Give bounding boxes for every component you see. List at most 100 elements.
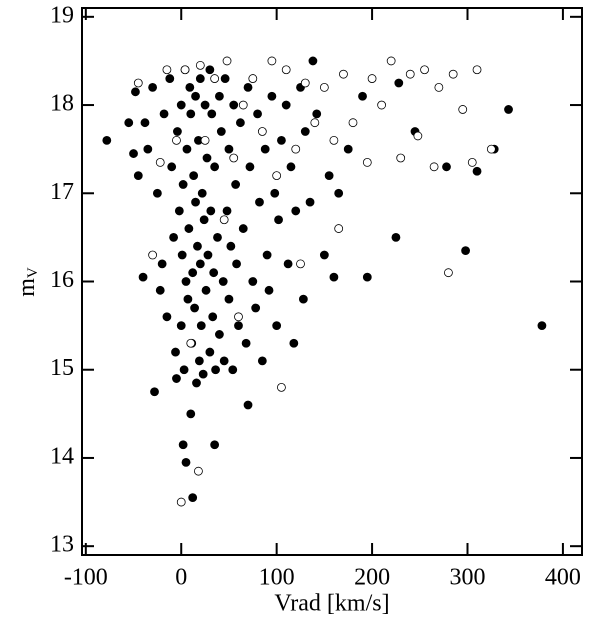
data-point <box>203 250 213 260</box>
data-point <box>277 135 286 145</box>
data-point <box>234 312 243 322</box>
data-point <box>243 83 253 92</box>
data-point <box>241 338 251 348</box>
data-point <box>180 65 190 75</box>
data-point <box>329 135 339 145</box>
data-point <box>272 321 282 331</box>
data-point <box>343 144 353 154</box>
data-point <box>281 100 291 110</box>
data-point <box>205 65 215 75</box>
data-point <box>283 259 293 269</box>
y-tick-label: 18 <box>50 91 74 117</box>
data-point <box>188 493 198 503</box>
data-point <box>467 157 477 167</box>
data-point <box>234 321 243 331</box>
data-point <box>391 232 401 242</box>
data-point <box>172 135 181 145</box>
data-point <box>231 180 241 189</box>
data-point <box>235 118 245 128</box>
data-point <box>434 83 444 92</box>
data-point <box>200 100 210 110</box>
data-point <box>186 409 196 419</box>
data-point <box>298 294 308 304</box>
data-point <box>486 144 496 154</box>
data-point <box>377 100 387 110</box>
data-point <box>448 69 458 79</box>
y-tick-label: 15 <box>50 355 74 381</box>
data-point <box>165 74 175 83</box>
data-point <box>229 100 239 110</box>
data-point <box>196 321 206 331</box>
data-point <box>195 60 205 70</box>
data-point <box>257 127 267 136</box>
data-point <box>102 135 112 145</box>
data-point <box>339 69 348 79</box>
data-point <box>319 83 329 92</box>
data-point <box>289 338 299 348</box>
data-point <box>148 250 158 260</box>
data-point <box>133 171 143 181</box>
data-point <box>310 118 320 128</box>
data-point <box>334 224 344 233</box>
data-point <box>216 127 226 136</box>
data-point <box>260 144 270 154</box>
data-point <box>206 206 216 216</box>
data-point <box>300 78 310 88</box>
data-point <box>386 56 396 66</box>
data-point <box>186 338 196 348</box>
data-point <box>176 497 186 507</box>
x-tick-label: 200 <box>354 565 390 591</box>
data-point <box>245 162 255 172</box>
data-point <box>429 162 439 172</box>
data-point <box>190 303 199 313</box>
y-tick-label: 17 <box>50 179 74 205</box>
data-point <box>195 259 205 269</box>
data-point <box>219 215 229 225</box>
data-point <box>308 56 318 66</box>
data-point <box>178 180 188 189</box>
data-point <box>143 144 153 154</box>
x-tick-label: 300 <box>449 565 485 591</box>
data-point <box>138 272 148 282</box>
data-point <box>150 387 159 397</box>
data-point <box>222 206 232 216</box>
data-point <box>176 321 186 331</box>
data-point <box>300 127 310 136</box>
data-point <box>202 153 212 163</box>
data-point <box>248 277 258 286</box>
y-tick-label: 16 <box>50 267 74 293</box>
data-point <box>277 382 286 392</box>
x-tick-label: 0 <box>175 565 187 591</box>
data-point <box>177 250 187 260</box>
data-point <box>185 83 195 92</box>
data-point <box>181 457 191 467</box>
data-point <box>226 241 236 251</box>
x-tick-label: 100 <box>259 565 295 591</box>
data-point <box>267 91 277 101</box>
data-point <box>172 374 181 383</box>
data-point <box>396 153 406 163</box>
data-point <box>155 285 165 295</box>
data-point <box>201 285 211 295</box>
data-point <box>248 74 258 83</box>
data-point <box>312 109 322 119</box>
data-point <box>367 74 377 83</box>
data-point <box>324 171 334 181</box>
data-point <box>444 268 453 278</box>
data-point <box>186 109 196 119</box>
data-point <box>131 87 140 97</box>
data-point <box>228 365 238 375</box>
data-point <box>264 285 274 295</box>
data-point <box>129 149 138 158</box>
data-point <box>255 197 264 207</box>
data-point <box>191 197 200 207</box>
data-point <box>219 356 229 366</box>
data-point <box>267 56 277 66</box>
data-point <box>442 162 451 172</box>
y-axis-label-sub: V <box>25 267 41 278</box>
data-point <box>155 157 165 167</box>
y-axis-label: mV <box>14 267 42 297</box>
data-point <box>198 369 208 379</box>
data-point <box>199 215 209 225</box>
data-point <box>334 188 344 198</box>
